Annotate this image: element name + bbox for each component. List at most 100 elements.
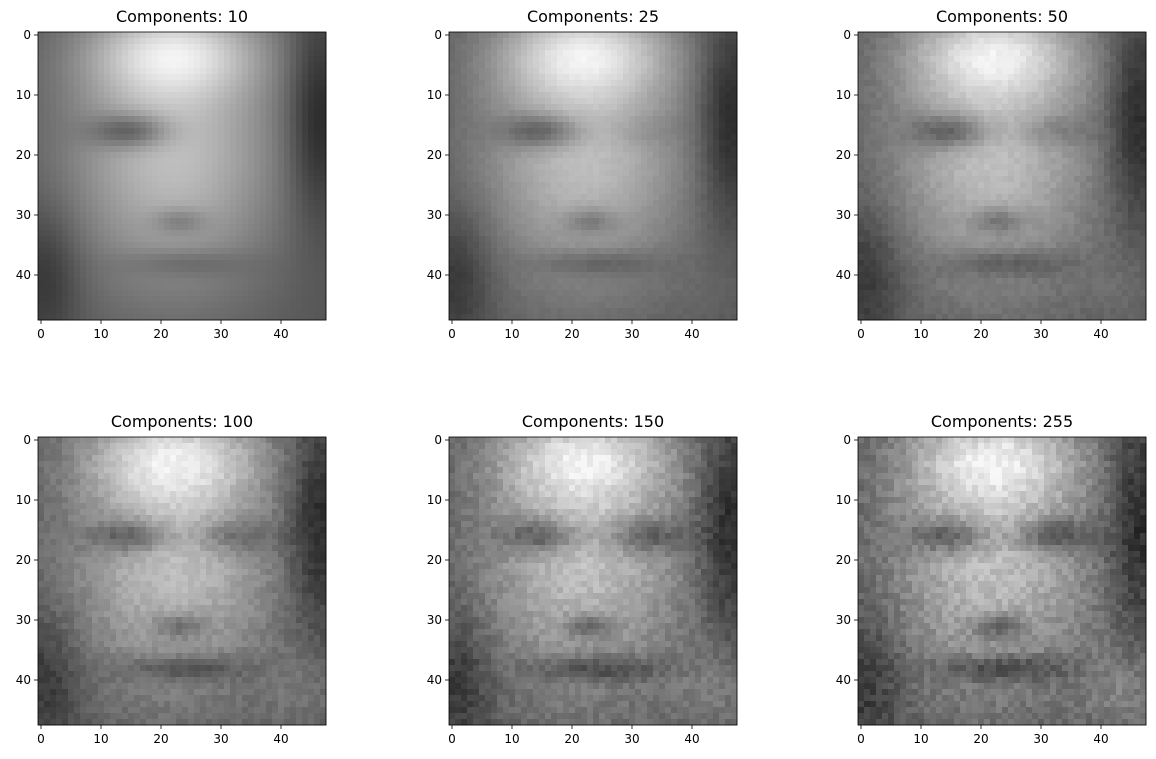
pixel-cell [230,164,237,171]
pixel-cell [689,44,696,51]
pixel-cell [948,68,955,75]
pixel-cell [98,302,105,309]
pixel-cell [617,308,624,315]
pixel-cell [641,272,648,279]
pixel-cell [593,314,600,321]
pixel-cell [449,230,456,237]
pixel-cell [122,188,129,195]
pixel-cell [170,62,177,69]
pixel-cell [80,116,87,123]
pixel-cell [290,92,297,99]
pixel-cell [230,212,237,219]
pixel-cell [587,170,594,177]
pixel-cell [152,224,159,231]
pixel-cell [665,140,672,147]
pixel-cell [966,56,973,63]
pixel-cell [38,56,45,63]
pixel-cell [56,254,63,261]
pixel-cell [497,278,504,285]
pixel-cell [284,290,291,297]
pixel-cell [1026,62,1033,69]
pixel-cell [62,182,69,189]
pixel-cell [960,68,967,75]
pixel-cell [461,140,468,147]
pixel-cell [611,206,618,213]
pixel-cell [176,218,183,225]
pixel-cell [647,260,654,267]
pixel-cell [659,38,666,45]
pixel-cell [218,296,225,303]
pixel-cell [623,152,630,159]
pixel-cell [527,98,534,105]
pixel-cell [278,92,285,99]
pixel-cell [68,290,75,297]
pixel-cell [713,110,720,117]
pixel-cell [296,74,303,81]
pixel-cell [68,140,75,147]
pixel-cell [92,308,99,315]
pixel-cell [707,140,714,147]
pixel-cell [888,44,895,51]
pixel-cell [320,62,327,69]
pixel-cell [50,158,57,165]
pixel-cell [641,188,648,195]
pixel-cell [152,266,159,273]
pixel-cell [50,200,57,207]
pixel-cell [92,296,99,303]
pixel-cell [473,176,480,183]
pixel-cell [194,104,201,111]
pixel-cell [455,206,462,213]
pixel-cell [1002,38,1009,45]
pixel-cell [200,140,207,147]
pixel-cell [731,188,738,195]
pixel-cell [134,248,141,255]
y-tick-label: 10 [16,88,31,102]
pixel-cell [581,50,588,57]
pixel-cell [575,260,582,267]
pixel-cell [689,278,696,285]
pixel-cell [158,92,165,99]
pixel-cell [278,278,285,285]
pixel-cell [497,80,504,87]
pixel-cell [128,62,135,69]
pixel-cell [212,284,219,291]
pixel-cell [296,92,303,99]
pixel-cell [182,170,189,177]
pixel-cell [641,212,648,219]
pixel-cell [134,146,141,153]
pixel-cell [545,92,552,99]
pixel-cell [278,44,285,51]
pixel-cell [170,110,177,117]
pixel-cell [284,44,291,51]
pixel-cell [128,296,135,303]
pixel-cell [146,278,153,285]
pixel-cell [314,86,321,93]
pixel-cell [509,32,516,39]
pixel-cell [254,248,261,255]
pixel-cell [182,104,189,111]
pixel-cell [689,98,696,105]
pixel-cell [461,164,468,171]
pixel-cell [563,218,570,225]
pixel-cell [74,218,81,225]
pixel-cell [50,44,57,51]
pixel-cell [503,218,510,225]
pixel-cell [320,158,327,165]
pixel-cell [906,32,913,39]
pixel-cell [152,194,159,201]
pixel-cell [230,110,237,117]
pixel-cell [98,242,105,249]
pixel-cell [677,242,684,249]
pixel-cell [170,218,177,225]
pixel-cell [212,164,219,171]
pixel-cell [695,110,702,117]
pixel-cell [593,140,600,147]
pixel-cell [200,164,207,171]
pixel-cell [188,80,195,87]
pixel-cell [515,290,522,297]
pixel-cell [521,110,528,117]
pixel-cell [158,44,165,51]
pixel-cell [485,188,492,195]
pixel-cell [635,248,642,255]
pixel-cell [92,314,99,321]
